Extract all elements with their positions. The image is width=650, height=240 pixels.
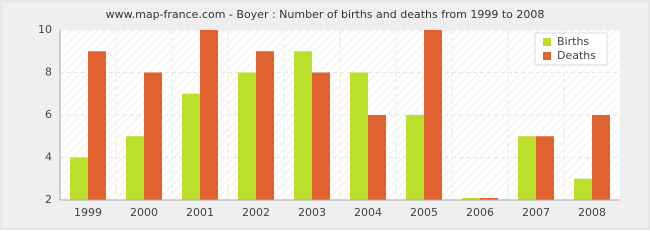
bar xyxy=(256,51,274,200)
bar xyxy=(88,51,106,200)
y-tick-label: 8 xyxy=(45,66,52,79)
x-tick-label: 2000 xyxy=(130,206,158,219)
bar xyxy=(574,178,592,200)
bar xyxy=(368,115,386,200)
bar xyxy=(144,72,162,200)
legend-label: Births xyxy=(557,35,589,48)
legend-label: Deaths xyxy=(557,49,596,62)
x-tick-label: 2004 xyxy=(354,206,382,219)
y-tick-label: 6 xyxy=(45,108,52,121)
bar xyxy=(424,30,442,200)
x-tick-label: 2006 xyxy=(466,206,494,219)
x-tick-label: 2003 xyxy=(298,206,326,219)
bar xyxy=(518,136,536,200)
frame xyxy=(0,0,650,230)
y-tick-label: 2 xyxy=(45,193,52,206)
legend-swatch xyxy=(543,38,551,46)
bar xyxy=(312,72,330,200)
x-tick-label: 2007 xyxy=(522,206,550,219)
bar xyxy=(350,72,368,200)
bar xyxy=(294,51,312,200)
y-tick-label: 4 xyxy=(45,151,52,164)
chart: www.map-france.com - Boyer : Number of b… xyxy=(0,0,650,230)
x-tick-label: 2008 xyxy=(578,206,606,219)
bar xyxy=(238,72,256,200)
x-tick-label: 2001 xyxy=(186,206,214,219)
bar xyxy=(126,136,144,200)
bar xyxy=(480,198,498,200)
bar xyxy=(592,115,610,200)
x-tick-label: 1999 xyxy=(74,206,102,219)
x-tick-label: 2002 xyxy=(242,206,270,219)
bar xyxy=(200,30,218,200)
y-tick-label: 10 xyxy=(38,23,52,36)
chart-title: www.map-france.com - Boyer : Number of b… xyxy=(106,8,545,21)
x-tick-label: 2005 xyxy=(410,206,438,219)
bar xyxy=(462,198,480,200)
bar xyxy=(536,136,554,200)
bar xyxy=(406,115,424,200)
bar xyxy=(70,157,88,200)
legend-swatch xyxy=(543,52,551,60)
bar xyxy=(182,93,200,200)
